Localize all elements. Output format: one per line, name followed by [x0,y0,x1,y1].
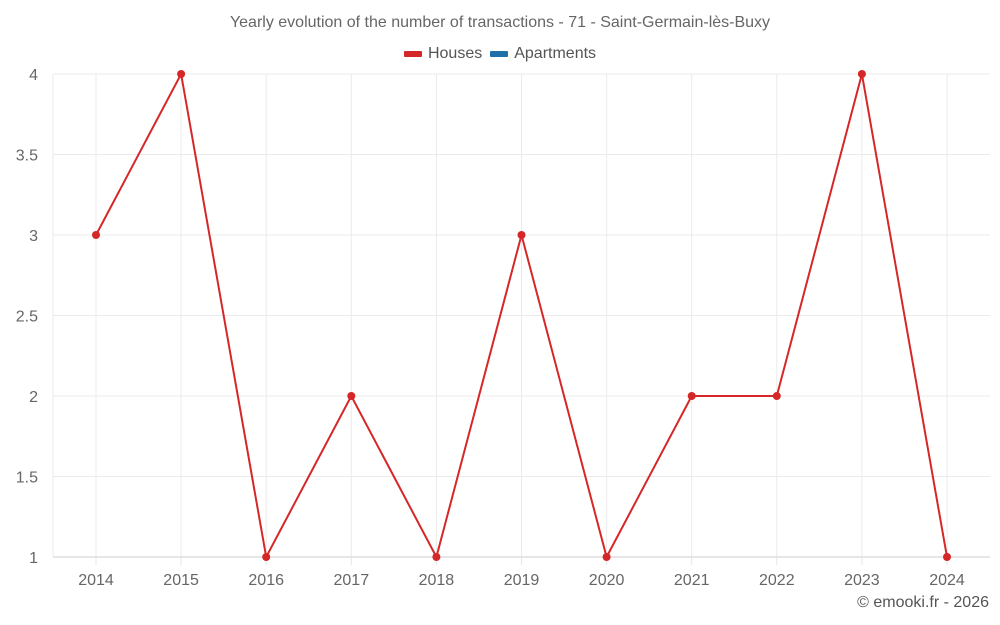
data-point[interactable] [857,70,866,78]
data-point[interactable] [602,553,611,561]
x-tick-label: 2014 [78,572,114,589]
y-tick-label: 4 [29,67,38,84]
y-tick-label: 3 [29,228,38,245]
data-point[interactable] [92,231,100,239]
data-point[interactable] [687,392,696,400]
legend-label-houses: Houses [427,45,483,62]
legend-item-houses[interactable]: Houses [403,45,483,63]
x-tick-label: 2022 [759,572,795,589]
y-tick-label: 3.5 [16,148,38,165]
x-tick-label: 2018 [419,572,455,589]
legend-item-apartments[interactable]: Apartments [490,45,596,63]
x-tick-label: 2015 [163,572,199,589]
y-tick-label: 1.5 [16,470,38,487]
data-point[interactable] [772,392,781,400]
data-point[interactable] [177,70,186,78]
data-point[interactable] [517,231,526,239]
x-tick-label: 2016 [248,572,284,589]
apartments-swatch-icon [490,51,509,57]
y-tick-label: 2 [29,389,38,406]
x-tick-label: 2021 [674,572,710,589]
chart-title: Yearly evolution of the number of transa… [229,14,771,31]
y-tick-label: 1 [29,550,38,567]
data-point[interactable] [347,392,356,400]
houses-swatch-icon [403,51,422,57]
x-tick-label: 2023 [844,572,880,589]
data-point[interactable] [432,553,441,561]
x-tick-label: 2017 [334,572,370,589]
legend: Houses Apartments [0,45,1000,63]
x-tick-label: 2019 [504,572,540,589]
y-tick-label: 2.5 [16,309,38,326]
x-tick-label: 2024 [929,572,965,589]
data-point[interactable] [262,553,271,561]
x-tick-label: 2020 [589,572,625,589]
credit-text: © emooki.fr - 2026 [857,594,989,611]
data-point[interactable] [943,553,951,561]
legend-label-apartments: Apartments [514,45,597,62]
